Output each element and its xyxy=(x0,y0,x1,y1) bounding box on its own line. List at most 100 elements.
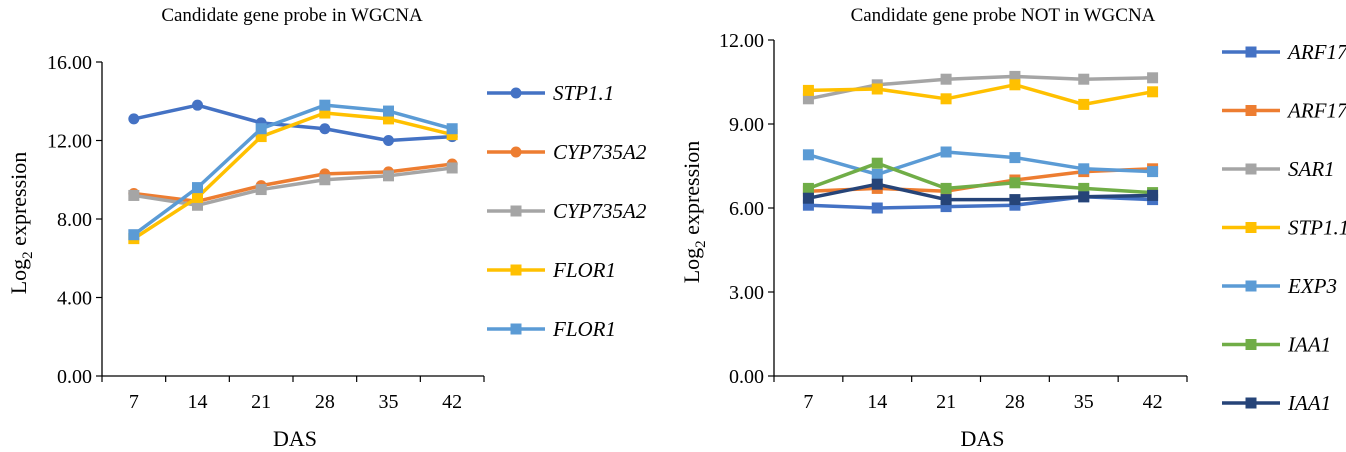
legend-marker xyxy=(510,87,522,99)
data-point xyxy=(1009,194,1021,206)
chart-panel-left: Candidate gene probe in WGCNA 0.00 4.00 8.0… xyxy=(6,5,647,451)
series-line xyxy=(807,161,1153,195)
data-point xyxy=(1078,98,1090,110)
legend-marker xyxy=(1245,105,1257,116)
data-point xyxy=(802,192,814,204)
data-point xyxy=(192,191,203,203)
legend-marker xyxy=(1245,222,1257,233)
x-tick-label: 35 xyxy=(1074,391,1094,413)
data-point xyxy=(1009,70,1021,82)
legend-entry: CYP735A2 xyxy=(487,140,647,164)
series-line xyxy=(808,182,1153,202)
data-point xyxy=(871,157,883,169)
x-tick-label: 7 xyxy=(129,391,139,413)
data-point xyxy=(1147,189,1159,201)
y-tick-label: 12.00 xyxy=(47,131,92,153)
legend-label: IAA1 xyxy=(1287,391,1331,415)
legend-marker xyxy=(1245,46,1257,58)
data-point xyxy=(192,99,203,111)
data-point xyxy=(383,170,394,182)
x-tick-label: 35 xyxy=(379,391,399,413)
data-point xyxy=(1147,86,1159,98)
legend-entry: FLOR1 xyxy=(487,258,616,282)
data-point xyxy=(128,229,140,241)
y-tick-label: 9.00 xyxy=(729,114,764,136)
legend-label: ARF17 xyxy=(1286,99,1346,123)
y-tick-label: 0.00 xyxy=(57,366,92,388)
series-6 xyxy=(802,178,1159,206)
x-tick-label: 28 xyxy=(1005,391,1025,413)
legend-marker xyxy=(1245,163,1257,175)
chart-svg-not-in-wgcna: Candidate gene probe NOT in WGCNA 0.00 3.0… xyxy=(679,5,1346,451)
x-tick-label: 21 xyxy=(251,391,271,413)
series-3 xyxy=(802,79,1159,110)
data-point xyxy=(1009,152,1021,164)
data-point xyxy=(383,105,394,117)
x-axis-label: DAS xyxy=(273,426,317,451)
series-4 xyxy=(802,146,1159,180)
y-tick-label: 4.00 xyxy=(57,288,92,310)
data-point xyxy=(255,184,267,196)
x-tick-label: 28 xyxy=(315,391,335,413)
series-line xyxy=(808,74,1153,101)
data-point xyxy=(940,93,952,105)
y-tick-label: 0.00 xyxy=(729,366,764,388)
data-point xyxy=(871,178,883,190)
y-tick-label: 8.00 xyxy=(57,209,92,231)
legend-entry: STP1.1 xyxy=(1222,216,1346,240)
data-point xyxy=(802,182,814,194)
data-point xyxy=(1078,163,1090,175)
legend-marker xyxy=(510,146,522,158)
series-line xyxy=(132,111,453,241)
series-line xyxy=(133,162,453,204)
series-3 xyxy=(128,107,458,245)
data-point xyxy=(1078,182,1090,194)
x-tick-label: 14 xyxy=(867,391,887,413)
y-tick-label: 16.00 xyxy=(47,52,92,74)
data-point xyxy=(802,93,814,105)
x-tick-label: 14 xyxy=(188,391,208,413)
data-point xyxy=(446,162,458,174)
x-tick-label: 42 xyxy=(442,391,462,413)
legend-marker xyxy=(1245,280,1257,292)
legend-label: FLOR1 xyxy=(552,317,616,341)
data-point xyxy=(192,199,203,211)
data-point xyxy=(446,129,458,141)
legend-entry: ARF17 xyxy=(1222,99,1346,123)
data-point xyxy=(1009,79,1021,91)
legend-entry: FLOR1 xyxy=(487,317,616,341)
y-tick-label: 12.00 xyxy=(719,30,764,52)
legend-marker xyxy=(510,264,522,276)
legend-marker xyxy=(510,323,522,335)
data-point xyxy=(1009,177,1021,189)
data-point xyxy=(802,84,814,96)
legend-label: EXP3 xyxy=(1287,274,1337,298)
legend-entry: IAA1 xyxy=(1222,391,1331,415)
data-point xyxy=(1147,72,1159,84)
data-point xyxy=(802,149,814,161)
legend-label: CYP735A2 xyxy=(553,199,647,223)
series-line xyxy=(808,83,1153,107)
data-point xyxy=(1078,73,1090,85)
legend-label: STP1.1 xyxy=(553,81,614,105)
legend-label: STP1.1 xyxy=(1288,216,1346,240)
legend-label: ARF17 xyxy=(1286,40,1346,64)
chart-panel-right: Candidate gene probe NOT in WGCNA 0.00 3.0… xyxy=(673,0,1346,452)
series-1 xyxy=(128,158,458,207)
chart-title: Candidate gene probe in WGCNA xyxy=(161,5,423,26)
legend-label: IAA1 xyxy=(1287,333,1331,357)
x-tick-label: 7 xyxy=(803,391,813,413)
y-tick-label: 3.00 xyxy=(729,282,764,304)
data-point xyxy=(319,123,331,135)
x-tick-label: 42 xyxy=(1143,391,1163,413)
series-5 xyxy=(802,157,1159,199)
data-point xyxy=(446,123,458,135)
legend-entry: SAR1 xyxy=(1222,157,1335,181)
data-point xyxy=(319,174,331,186)
legend-marker xyxy=(510,205,522,217)
data-point xyxy=(940,194,952,206)
y-axis-label: Log2 expression xyxy=(6,152,36,295)
data-point xyxy=(871,168,883,180)
legend-marker xyxy=(1245,397,1257,409)
data-point xyxy=(128,189,140,201)
